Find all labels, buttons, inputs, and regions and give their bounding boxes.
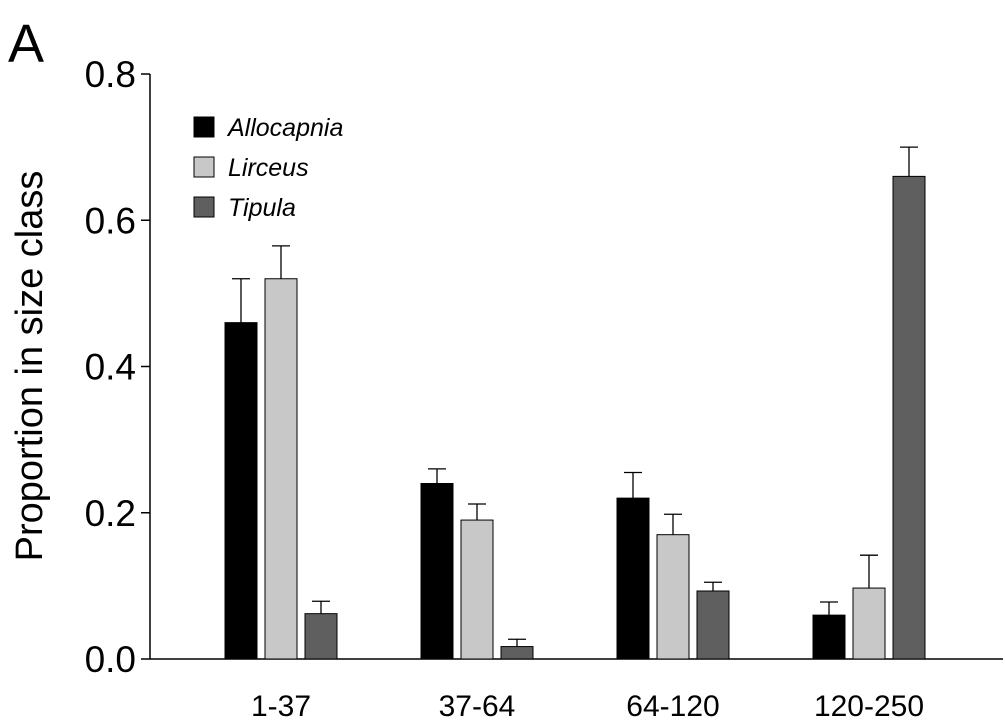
panel-label: A <box>8 14 44 74</box>
legend-swatch <box>193 156 215 178</box>
bar-lirceus-1 <box>460 519 494 660</box>
y-tick-label: 0.8 <box>85 54 136 95</box>
legend-label: Allocapnia <box>226 114 343 142</box>
bar-tipula-2 <box>696 590 730 660</box>
bar-tipula-3 <box>892 175 926 660</box>
bar-tipula-1 <box>500 646 534 660</box>
bar-allocapnia-1 <box>420 483 454 660</box>
x-tick-label: 37-64 <box>439 690 516 723</box>
bar-lirceus-3 <box>852 587 886 660</box>
legend-label: Tipula <box>228 194 296 222</box>
y-axis-title: Proportion in size class <box>9 171 51 562</box>
bar-allocapnia-2 <box>616 497 650 660</box>
bar-allocapnia-3 <box>812 614 846 660</box>
bar-lirceus-0 <box>264 278 298 660</box>
y-tick-label: 0.4 <box>85 347 136 388</box>
legend-swatch <box>193 116 215 138</box>
bar-lirceus-2 <box>656 534 690 660</box>
bar-tipula-0 <box>304 613 338 660</box>
x-tick-label: 64-120 <box>626 690 719 723</box>
x-tick-label: 1-37 <box>251 690 311 723</box>
legend-swatch <box>193 196 215 218</box>
y-axis: 0.0 0.2 0.4 0.6 0.8 <box>85 54 151 680</box>
bar-allocapnia-0 <box>224 322 258 660</box>
y-tick-label: 0.2 <box>85 493 136 534</box>
y-tick-label: 0.6 <box>85 200 136 241</box>
x-tick-label: 120-250 <box>814 690 924 723</box>
legend-label: Lirceus <box>228 154 309 182</box>
legend: Allocapnia Lirceus Tipula <box>193 114 343 222</box>
y-tick-label: 0.0 <box>85 639 136 680</box>
bars-group <box>224 146 926 660</box>
